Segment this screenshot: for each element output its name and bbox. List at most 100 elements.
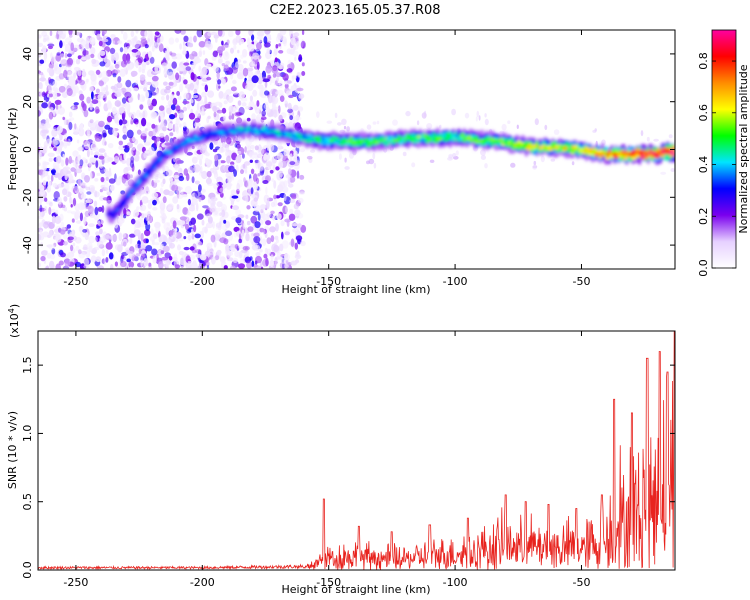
noise-speck [140,243,147,248]
noise-speck [136,206,140,211]
noise-speck [175,125,179,134]
noise-speck [140,130,148,137]
noise-speck [214,173,219,178]
noise-speck [499,130,505,134]
noise-speck [86,191,92,195]
noise-speck [68,121,73,131]
noise-speck [148,50,152,59]
noise-speck [50,52,53,59]
noise-speck [228,105,235,113]
noise-speck [153,41,159,50]
noise-speck [133,229,141,237]
noise-speck [54,99,62,105]
noise-speck [296,212,304,219]
noise-speck [139,204,147,211]
noise-speck [38,70,42,74]
noise-speck [44,197,48,202]
noise-speck [90,150,93,156]
noise-speck [50,169,56,174]
noise-speck [130,155,135,164]
noise-speck [275,35,281,43]
noise-speck [256,31,260,36]
noise-speck [282,73,289,81]
noise-speck [201,219,205,226]
noise-speck [88,235,95,244]
noise-speck [221,209,226,218]
y-tick-label: 1.5 [21,356,34,374]
noise-speck [236,72,244,80]
noise-speck [222,196,226,200]
noise-speck [42,37,47,43]
noise-speck [51,127,58,131]
noise-speck [151,112,159,118]
noise-speck [257,173,261,177]
noise-speck [232,79,237,85]
noise-speck [69,231,75,236]
y-tick-label: 20 [21,95,34,109]
noise-speck [56,125,63,134]
x-tick-label: -150 [316,275,341,288]
noise-speck [97,265,104,269]
noise-speck [229,246,234,253]
ridge-blob [152,166,157,170]
noise-speck [155,224,160,233]
noise-speck [277,202,283,207]
noise-speck [119,47,124,53]
noise-speck [250,187,254,195]
noise-speck [193,88,198,95]
noise-speck [216,82,220,92]
noise-speck [215,207,222,212]
noise-speck [41,102,48,109]
noise-speck [165,85,171,90]
noise-speck [214,210,218,215]
ridge-blob [185,141,189,145]
noise-speck [76,139,80,144]
noise-speck [241,153,245,159]
noise-speck [252,89,258,97]
noise-speck [85,198,93,204]
noise-speck [198,50,203,57]
noise-speck [188,205,196,212]
noise-speck [81,68,86,78]
noise-speck [213,65,219,72]
noise-speck [219,212,222,217]
noise-speck [201,111,206,116]
noise-speck [222,115,226,121]
noise-speck [144,30,148,38]
noise-speck [137,218,145,223]
noise-speck [147,98,152,107]
noise-speck [210,31,218,36]
noise-speck [168,123,173,130]
noise-speck [261,110,267,117]
noise-speck [38,150,42,160]
noise-speck [39,212,43,218]
noise-speck [107,102,113,110]
noise-speck [41,219,46,227]
x-tick-label: -200 [190,576,215,589]
noise-speck [299,174,305,180]
noise-speck [230,189,237,195]
ridge-blob [356,138,361,143]
noise-speck [161,216,166,224]
noise-speck [83,140,91,150]
noise-speck [41,149,47,154]
colorbar-tick-label: 0.6 [697,104,710,122]
noise-speck [185,66,191,71]
noise-speck [55,209,59,215]
noise-speck [294,56,297,62]
snr-multiplier-close: ) [8,304,21,308]
noise-speck [48,77,52,83]
noise-speck [179,83,184,93]
noise-speck [137,221,141,228]
noise-speck [248,50,253,57]
noise-speck [105,176,109,181]
noise-speck [94,206,99,216]
noise-speck [290,37,296,46]
noise-speck [70,244,74,252]
noise-speck [48,206,52,215]
noise-speck [249,95,253,102]
noise-speck [246,205,251,210]
noise-speck [145,186,149,192]
noise-speck [225,145,230,153]
noise-speck [163,235,168,243]
